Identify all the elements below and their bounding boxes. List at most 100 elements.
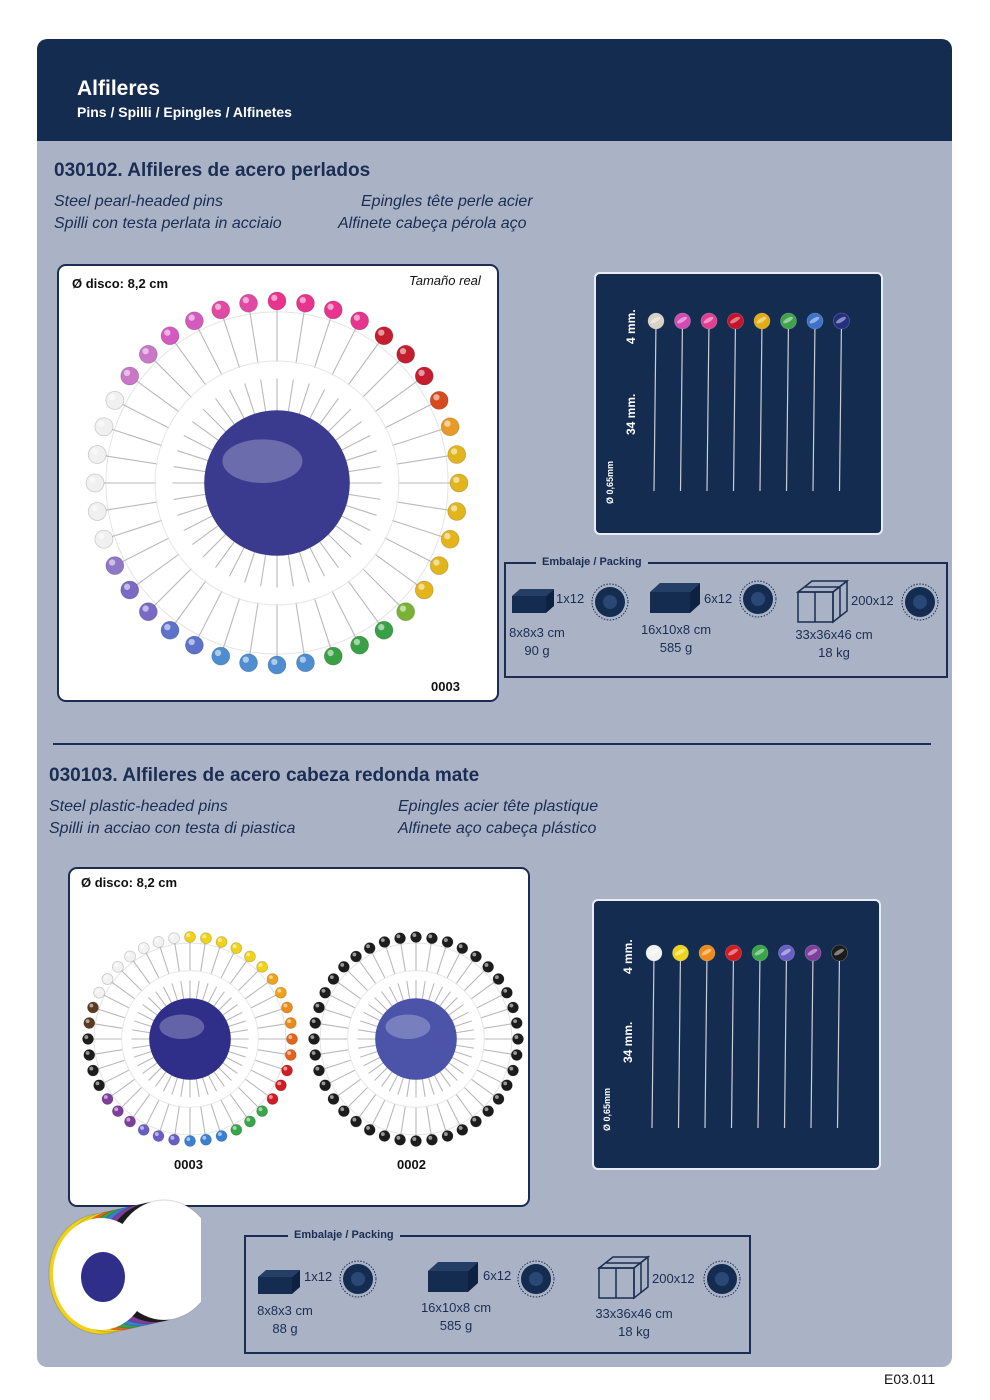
pin-head <box>492 973 505 985</box>
pin-head <box>319 1079 332 1092</box>
pin-head <box>137 942 150 955</box>
pin-head <box>284 1017 297 1029</box>
pin-head <box>111 1105 124 1118</box>
small-box-icon <box>258 1270 300 1294</box>
section1-desc-en: Steel pearl-headed pins <box>54 193 224 210</box>
pin-head <box>804 944 822 962</box>
pin-head <box>350 1115 362 1128</box>
pin-head <box>470 950 482 963</box>
pin-head <box>105 556 125 576</box>
pin-head <box>753 312 771 330</box>
pin-head <box>124 950 136 963</box>
pin-head <box>806 312 824 330</box>
catalog-page: Alfileres Pins / Spilli / Epingles / Alf… <box>37 39 952 1367</box>
section1-pack1-dims: 8x8x3 cm <box>509 625 565 640</box>
pin-head <box>313 1064 325 1077</box>
pin-head <box>168 1133 180 1146</box>
pin-head <box>323 300 343 320</box>
pin-head <box>447 445 467 464</box>
page-code: E03.011 <box>884 1371 936 1387</box>
pin-head <box>94 529 114 549</box>
pin-head <box>449 473 469 493</box>
pin-head <box>184 635 204 655</box>
section1-pack2-qty: 6x12 <box>704 591 733 606</box>
pin-head <box>470 1115 482 1128</box>
section2-pack3-weight: 18 kg <box>618 1324 650 1339</box>
pin-head <box>363 1123 376 1136</box>
center-disc <box>149 998 231 1080</box>
pin-head <box>184 311 204 331</box>
section1-pin-detail-panel: 4 mm. 34 mm. Ø 0,65mm <box>594 272 883 535</box>
pin-head <box>184 931 196 943</box>
pin-head <box>447 502 467 521</box>
section1-pack1-weight: 90 g <box>524 643 550 658</box>
pin-head <box>111 960 124 973</box>
section2-pack1-dims: 8x8x3 cm <box>257 1303 313 1318</box>
pin-head <box>396 344 416 364</box>
carton-box-icon <box>596 1255 651 1300</box>
section2-desc-fr: Epingles acier tête plastique <box>398 798 599 815</box>
pin-head <box>215 1130 228 1142</box>
pin-head <box>725 944 742 962</box>
section1-pin-row <box>647 312 850 492</box>
pin-head <box>286 1033 298 1045</box>
section1-pack3-dims: 33x36x46 cm <box>795 627 873 642</box>
section1-pack2-weight: 585 g <box>659 640 693 655</box>
pin-head <box>239 653 258 673</box>
pin-head <box>87 502 107 521</box>
pin-wheel-stack-photo <box>48 1199 201 1335</box>
pin-disc-icon <box>591 583 629 621</box>
pin-head <box>831 944 848 962</box>
pin-head <box>507 1001 519 1014</box>
pin-head <box>700 312 718 330</box>
pin-head <box>327 1093 340 1105</box>
pin-head <box>492 1093 505 1105</box>
section2-disc-label: Ø disco: 8,2 cm <box>81 875 178 890</box>
pin-head <box>101 973 114 985</box>
pin-head <box>101 1093 114 1105</box>
pin-head <box>778 944 795 962</box>
pin-head <box>414 366 434 386</box>
pin-wheel-colored-photo <box>82 931 298 1147</box>
pin-head <box>82 1033 94 1045</box>
section2-packing-box: Embalaje / Packing 1x12 8x8x3 cm 88 g 6x… <box>244 1229 751 1354</box>
pin-head <box>441 936 454 948</box>
pin-wheel-black-photo <box>308 931 524 1147</box>
pin-head <box>507 1064 519 1077</box>
medium-box-icon <box>650 583 700 613</box>
pin-head <box>83 1017 96 1029</box>
pin-head <box>85 473 105 493</box>
section1-length-dim: 34 mm. <box>624 393 638 435</box>
pin-head <box>160 620 180 640</box>
pin-head <box>211 646 231 666</box>
header-band: Alfileres Pins / Spilli / Epingles / Alf… <box>37 39 952 141</box>
section2-pack2-qty: 6x12 <box>483 1268 512 1283</box>
section2-pack2-dims: 16x10x8 cm <box>420 1300 492 1315</box>
pin-head <box>337 960 350 973</box>
pin-head <box>482 960 495 973</box>
pin-head <box>323 646 343 666</box>
pin-head <box>426 1133 438 1146</box>
pin-disc-icon <box>703 1260 741 1298</box>
pin-head <box>500 1079 513 1092</box>
carton-box-icon <box>795 579 850 624</box>
pin-head <box>138 602 158 622</box>
pin-head <box>350 950 362 963</box>
section2-photo-box: Ø disco: 8,2 cm 0003 0002 <box>68 867 530 1207</box>
pin-head <box>833 312 850 330</box>
center-disc <box>204 410 350 556</box>
pin-head <box>512 1033 524 1045</box>
pin-head <box>751 944 769 962</box>
pin-head <box>440 529 460 549</box>
section2-pack3-dims: 33x36x46 cm <box>595 1306 673 1321</box>
pin-head <box>239 293 258 313</box>
section1-disc-label: Ø disco: 8,2 cm <box>72 276 169 291</box>
pin-head <box>211 300 231 320</box>
pin-head <box>410 931 422 943</box>
pin-head <box>456 1123 469 1136</box>
section1-packing-title: Embalaje / Packing <box>536 556 648 568</box>
section1-packing-box: Embalaje / Packing 1x12 8x8x3 cm 90 g 6x… <box>504 556 948 678</box>
section-divider <box>53 743 931 745</box>
pin-head <box>378 1130 391 1142</box>
pin-head <box>309 1017 322 1029</box>
